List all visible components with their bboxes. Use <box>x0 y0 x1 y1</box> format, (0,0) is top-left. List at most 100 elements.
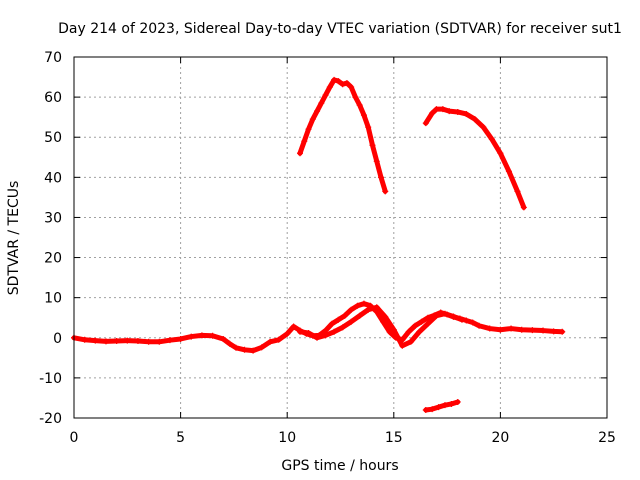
data-point-marker <box>343 80 350 87</box>
data-point-marker <box>360 300 367 307</box>
data-point-marker <box>341 312 348 319</box>
data-point-marker <box>348 84 355 91</box>
data-point-marker <box>177 335 184 342</box>
data-point-marker <box>339 324 346 331</box>
data-point-marker <box>275 336 282 343</box>
data-point-marker <box>514 188 521 195</box>
data-point-marker <box>448 400 455 407</box>
data-point-marker <box>373 304 380 311</box>
data-point-marker <box>399 342 406 349</box>
data-point-marker <box>354 302 361 309</box>
data-point-marker <box>250 347 257 354</box>
x-tick-label: 20 <box>491 430 509 446</box>
y-tick-label: 30 <box>44 210 62 226</box>
data-point-marker <box>314 108 321 115</box>
chart-title: Day 214 of 2023, Sidereal Day-to-day VTE… <box>58 21 622 37</box>
data-point-marker <box>559 328 566 335</box>
y-tick-label: 70 <box>44 50 62 66</box>
data-point-marker <box>378 174 385 181</box>
data-point-marker <box>373 158 380 165</box>
series-trace <box>297 304 465 349</box>
data-point-marker <box>322 332 329 339</box>
data-point-marker <box>92 337 99 344</box>
data-point-marker <box>412 322 419 329</box>
data-point-marker <box>322 92 329 99</box>
data-point-marker <box>220 335 227 342</box>
data-point-marker <box>209 332 216 339</box>
y-tick-label: 0 <box>53 331 62 347</box>
data-point-marker <box>352 94 359 101</box>
series-4 <box>296 76 389 195</box>
y-tick-label: 40 <box>44 170 62 186</box>
data-point-marker <box>134 337 141 344</box>
data-point-marker <box>81 336 88 343</box>
data-point-marker <box>450 313 457 320</box>
data-point-marker <box>480 124 487 131</box>
data-point-marker <box>156 338 163 345</box>
data-point-marker <box>382 188 389 195</box>
series-3 <box>422 398 461 413</box>
data-point-marker <box>305 329 312 336</box>
data-point-marker <box>416 328 423 335</box>
data-point-marker <box>296 328 303 335</box>
data-point-marker <box>356 312 363 319</box>
data-point-marker <box>267 338 274 345</box>
data-point-marker <box>258 344 265 351</box>
data-point-marker <box>124 337 131 344</box>
data-point-marker <box>386 328 393 335</box>
data-point-marker <box>518 326 525 333</box>
data-point-marker <box>520 204 527 211</box>
x-axis-label: GPS time / hours <box>281 458 398 474</box>
data-point-marker <box>497 326 504 333</box>
y-tick-label: 60 <box>44 90 62 106</box>
data-point-marker <box>301 138 308 145</box>
data-point-marker <box>405 328 412 335</box>
data-point-marker <box>497 150 504 157</box>
data-point-marker <box>145 338 152 345</box>
data-point-marker <box>529 327 536 334</box>
data-point-marker <box>290 323 297 330</box>
data-point-marker <box>331 328 338 335</box>
data-point-marker <box>365 124 372 131</box>
data-point-marker <box>463 110 470 117</box>
data-point-marker <box>459 316 466 323</box>
data-point-marker <box>505 168 512 175</box>
y-axis-label: SDTVAR / TECUs <box>6 181 22 296</box>
series-2 <box>296 304 466 349</box>
x-tick-label: 0 <box>70 430 79 446</box>
data-point-marker <box>331 76 338 83</box>
data-point-marker <box>102 338 109 345</box>
data-point-marker <box>339 81 346 88</box>
data-point-marker <box>309 116 316 123</box>
data-point-marker <box>429 110 436 117</box>
data-point-marker <box>380 318 387 325</box>
data-point-marker <box>314 334 321 341</box>
plot-frame <box>73 56 608 419</box>
data-point-marker <box>284 330 291 337</box>
data-point-marker <box>241 346 248 353</box>
data-point-marker <box>508 325 515 332</box>
data-point-marker <box>433 312 440 319</box>
data-point-marker <box>454 108 461 115</box>
data-point-marker <box>328 320 335 327</box>
data-point-marker <box>407 338 414 345</box>
series-5 <box>422 106 527 211</box>
data-point-marker <box>113 337 120 344</box>
y-tick-label: 50 <box>44 130 62 146</box>
data-point-marker <box>488 136 495 143</box>
data-point-marker <box>469 319 476 326</box>
data-point-marker <box>476 322 483 329</box>
data-point-marker <box>418 318 425 325</box>
tick-labels: 0 5 10 15 20 25 -20 -10 0 10 20 30 40 50 60 70 <box>39 50 616 446</box>
data-point-marker <box>441 310 448 317</box>
data-point-marker <box>439 106 446 113</box>
data-point-marker <box>424 314 431 321</box>
data-point-marker <box>540 327 547 334</box>
y-tick-label: -10 <box>39 371 62 387</box>
series-1 <box>71 300 566 354</box>
y-tick-label: 20 <box>44 251 62 267</box>
data-point-marker <box>454 398 461 405</box>
data-point-marker <box>422 406 429 413</box>
